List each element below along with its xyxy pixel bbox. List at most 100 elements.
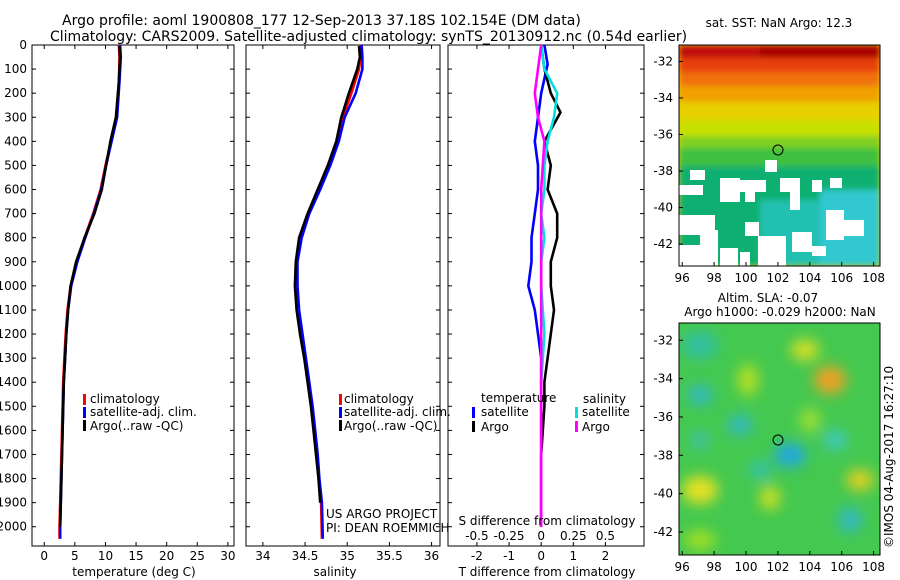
legend-title-salinity: salinity <box>583 392 626 406</box>
map-x-tick-label: 102 <box>766 271 789 285</box>
sst-map-axes: 96 98 100 102 104 106 108 -42 -40 -38 -36 -34 -32 <box>653 54 885 285</box>
difference-x-axis: -2 -1 0 1 2 -0.5 -0.25 0 0.25 0.5 <box>465 45 615 563</box>
x-tick-label: 35.5 <box>376 549 403 563</box>
legend-swatch-satellite <box>83 407 86 418</box>
map-y-tick-label: -38 <box>653 164 673 178</box>
sla-map <box>679 323 880 555</box>
depth-tick-label: 0 <box>19 38 27 52</box>
temperature-panel-frame <box>31 44 235 547</box>
depth-tick-label: 1100 <box>0 303 27 317</box>
map-x-tick-label: 104 <box>798 560 821 574</box>
x-tick-label: 30 <box>220 549 235 563</box>
depth-tick-label: 1600 <box>0 423 27 437</box>
series-line <box>296 44 364 539</box>
map-y-tick-label: -34 <box>653 372 673 386</box>
map-y-tick-label: -40 <box>653 201 673 215</box>
legend-label-temp-satellite: satellite <box>481 405 529 419</box>
depth-tick-label: 1400 <box>0 375 27 389</box>
x-tick-label: 34.5 <box>292 549 319 563</box>
legend-swatch-climatology <box>339 394 342 405</box>
map-y-tick-label: -36 <box>653 127 673 141</box>
series-line <box>58 44 121 539</box>
legend-label-argo: Argo(..raw -QC) <box>344 419 437 433</box>
project-note-line1: US ARGO PROJECT <box>326 507 438 521</box>
map-x-tick-label: 96 <box>675 271 690 285</box>
x-tick-label: 34 <box>255 549 270 563</box>
legend-swatch-argo <box>339 420 342 431</box>
map-x-tick-label: 98 <box>706 271 721 285</box>
x-tick-label: 5 <box>71 549 79 563</box>
map-x-tick-label: 100 <box>735 560 758 574</box>
x-tick-label: 10 <box>98 549 113 563</box>
depth-tick-label: 700 <box>4 207 27 221</box>
map-y-tick-label: -32 <box>653 333 673 347</box>
legend-title-temperature: temperature <box>481 391 556 405</box>
legend-swatch-temp-satellite <box>472 407 475 418</box>
x-tick-label: -2 <box>471 549 483 563</box>
series-line <box>58 46 122 527</box>
legend-swatch-climatology <box>83 394 86 405</box>
x-tick-label: 36 <box>424 549 439 563</box>
x-tick-label: 15 <box>128 549 143 563</box>
map-x-tick-label: 102 <box>766 560 789 574</box>
x-tick-label: 1 <box>569 549 577 563</box>
map-y-tick-label: -32 <box>653 54 673 68</box>
difference-legend: temperature salinity satellite Argo sate… <box>472 391 630 434</box>
difference-panel-frame <box>447 44 645 547</box>
sst-map <box>679 45 880 266</box>
depth-tick-label: 2000 <box>0 520 27 534</box>
top-x-tick-label: -0.25 <box>494 529 525 543</box>
legend-label-satellite: satellite-adj. clim. <box>90 405 197 419</box>
depth-tick-label: 200 <box>4 86 27 100</box>
map-x-tick-label: 98 <box>706 560 721 574</box>
depth-tick-label: 1800 <box>0 472 27 486</box>
top-x-tick-label: 0.25 <box>560 529 587 543</box>
legend-label-climatology: climatology <box>90 392 160 406</box>
legend-label-sal-argo: Argo <box>582 420 610 434</box>
argo-position-marker <box>772 144 784 156</box>
map-y-tick-label: -42 <box>653 237 673 251</box>
salinity-panel-frame <box>245 44 441 547</box>
legend-label-climatology: climatology <box>344 392 414 406</box>
temperature-x-axis: 0 5 10 15 20 25 30 <box>40 45 236 563</box>
map-y-tick-label: -36 <box>653 410 673 424</box>
legend-swatch-sal-argo <box>575 421 578 432</box>
map-x-tick-label: 108 <box>862 271 885 285</box>
x-tick-label: 0 <box>537 549 545 563</box>
project-note-line2: PI: DEAN ROEMMICH <box>326 521 449 535</box>
depth-tick-label: 300 <box>4 110 27 124</box>
depth-tick-label: 1200 <box>0 327 27 341</box>
series-line <box>293 46 362 503</box>
series-line <box>539 44 562 527</box>
depth-tick-label: 100 <box>4 62 27 76</box>
depth-tick-label: 1900 <box>0 496 27 510</box>
top-x-tick-label: 0.5 <box>596 529 615 543</box>
depth-tick-label: 1500 <box>0 399 27 413</box>
salinity-legend: climatology satellite-adj. clim. Argo(..… <box>339 392 451 433</box>
depth-tick-label: 1000 <box>0 279 27 293</box>
map-y-tick-label: -40 <box>653 487 673 501</box>
figure-subtitle: Climatology: CARS2009. Satellite-adjuste… <box>50 29 688 45</box>
x-tick-label: 2 <box>602 549 610 563</box>
legend-swatch-sal-satellite <box>575 407 578 418</box>
depth-axis: 0 100 200 300 400 500 600 700 800 900 1000 1100 1200… <box>0 38 644 534</box>
temperature-legend: climatology satellite-adj. clim. Argo(..… <box>83 392 197 433</box>
map-x-tick-label: 104 <box>798 271 821 285</box>
difference-series <box>526 44 562 527</box>
top-x-tick-label: -0.5 <box>465 529 488 543</box>
sst-map-frame <box>678 44 881 267</box>
depth-tick-label: 1300 <box>0 351 27 365</box>
temperature-xlabel: temperature (deg C) <box>72 565 195 579</box>
series-line <box>295 44 363 539</box>
figure-title: Argo profile: aoml 1900808_177 12-Sep-20… <box>62 13 581 29</box>
argo-position-marker <box>772 434 784 446</box>
x-tick-label: 35 <box>340 549 355 563</box>
legend-swatch-argo <box>83 420 86 431</box>
x-tick-label: 25 <box>190 549 205 563</box>
depth-tick-label: 500 <box>4 158 27 172</box>
sla-map-frame <box>678 322 881 556</box>
map-x-tick-label: 106 <box>830 560 853 574</box>
legend-swatch-temp-argo <box>472 421 475 432</box>
x-tick-label: 0 <box>40 549 48 563</box>
series-line <box>533 44 546 527</box>
